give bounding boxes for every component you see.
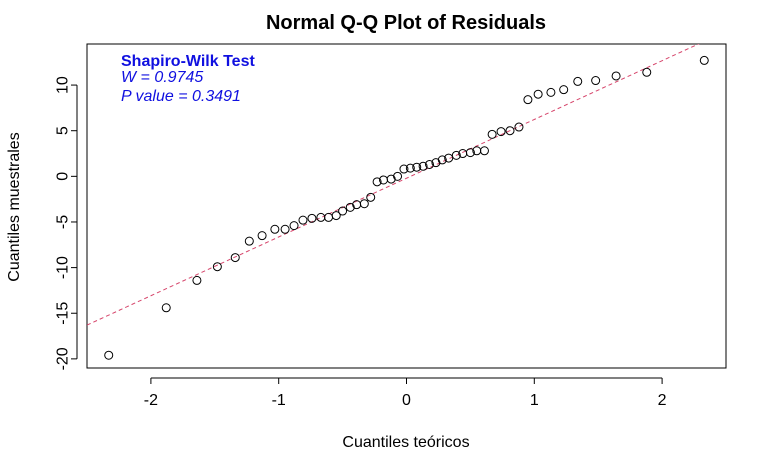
shapiro-wilk-annotation: Shapiro-Wilk Test W = 0.9745 P value = 0… bbox=[121, 53, 255, 105]
x-axis-label: Cuantiles teóricos bbox=[342, 434, 469, 451]
data-point bbox=[592, 77, 600, 85]
data-point bbox=[700, 56, 708, 64]
data-point bbox=[515, 123, 523, 131]
annotation-w-statistic: W = 0.9745 bbox=[121, 69, 203, 86]
data-point bbox=[480, 147, 488, 155]
data-point bbox=[325, 213, 333, 221]
data-point bbox=[360, 200, 368, 208]
y-tick-label: 10 bbox=[55, 76, 72, 94]
data-point bbox=[612, 72, 620, 80]
y-tick-label: -5 bbox=[55, 215, 72, 229]
annotation-heading: Shapiro-Wilk Test bbox=[121, 53, 255, 70]
x-tick-label: 0 bbox=[402, 392, 411, 409]
x-tick-label: 2 bbox=[658, 392, 667, 409]
data-point bbox=[105, 351, 113, 359]
y-tick-label: 5 bbox=[55, 126, 72, 135]
annotation-p-value: P value = 0.3491 bbox=[121, 88, 241, 105]
data-point bbox=[534, 90, 542, 98]
data-point bbox=[317, 213, 325, 221]
data-point bbox=[193, 276, 201, 284]
data-point bbox=[367, 193, 375, 201]
data-point bbox=[258, 232, 266, 240]
chart-title: Normal Q-Q Plot of Residuals bbox=[266, 12, 546, 34]
y-tick-label: -15 bbox=[55, 302, 72, 325]
data-point bbox=[245, 237, 253, 245]
y-tick-label: -20 bbox=[55, 347, 72, 370]
data-point bbox=[547, 88, 555, 96]
x-tick-label: -1 bbox=[272, 392, 286, 409]
data-point bbox=[308, 214, 316, 222]
data-point bbox=[290, 222, 298, 230]
data-point bbox=[488, 130, 496, 138]
y-tick-label: -10 bbox=[55, 256, 72, 279]
x-tick-label: 1 bbox=[530, 392, 539, 409]
data-point bbox=[394, 172, 402, 180]
data-point bbox=[299, 216, 307, 224]
y-axis-label: Cuantiles muestrales bbox=[6, 132, 23, 281]
data-point bbox=[339, 207, 347, 215]
data-point bbox=[524, 96, 532, 104]
y-tick-label: 0 bbox=[55, 172, 72, 181]
data-point bbox=[643, 68, 651, 76]
data-point bbox=[271, 225, 279, 233]
x-tick-label: -2 bbox=[144, 392, 158, 409]
data-point bbox=[231, 254, 239, 262]
data-point bbox=[162, 304, 170, 312]
data-point bbox=[560, 86, 568, 94]
data-point bbox=[281, 225, 289, 233]
data-point bbox=[574, 77, 582, 85]
data-point bbox=[353, 201, 361, 209]
